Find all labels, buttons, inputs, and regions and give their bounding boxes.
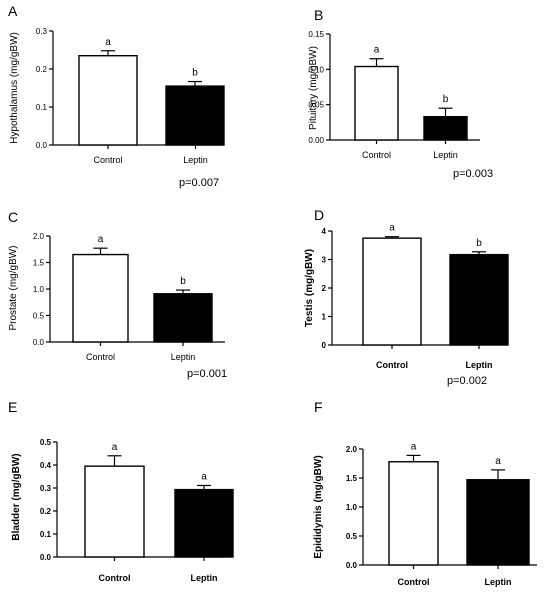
y-tick-label: 2.0: [346, 445, 358, 454]
chart-panel-f: F 0.0 0.5 1.0 1.5 2.0 Epididymis (mg/gBW) a Cont…: [313, 399, 537, 587]
x-tick-label: Leptin: [171, 352, 196, 362]
panel-letter: E: [8, 399, 17, 415]
y-tick-label: 0.1: [40, 530, 52, 539]
y-tick-label: 0.2: [36, 65, 48, 74]
bar-leptin: [423, 115, 468, 141]
chart-panel-c: C 0.0 0.5 1.0 1.5 2.0 Prostate (mg/gBW) a Contro…: [8, 209, 227, 380]
y-tick-label: 0.0: [346, 561, 358, 570]
significance-label: a: [98, 234, 104, 245]
y-axis-label: Prostate (mg/gBW): [8, 245, 19, 330]
significance-label: b: [192, 68, 198, 79]
x-tick-label: Control: [86, 352, 115, 362]
y-tick-label: 0.5: [33, 312, 45, 321]
x-tick-label: Control: [398, 577, 430, 587]
significance-label: a: [105, 37, 111, 48]
x-tick-label: Control: [376, 360, 408, 370]
x-tick-label: Leptin: [183, 155, 208, 165]
panel-letter: C: [8, 209, 18, 225]
bar-leptin: [165, 85, 225, 146]
y-tick-label: 2.0: [33, 232, 45, 241]
y-tick-label: 1.5: [33, 259, 45, 268]
x-tick-label: Control: [93, 155, 122, 165]
y-tick-label: 0.05: [308, 101, 324, 110]
x-tick-label: Leptin: [191, 573, 218, 583]
significance-label: a: [112, 442, 118, 453]
significance-label: a: [495, 456, 501, 467]
p-value: p=0.002: [447, 375, 487, 387]
significance-label: a: [374, 45, 380, 56]
x-tick-label: Leptin: [485, 577, 512, 587]
significance-label: b: [443, 94, 449, 105]
y-tick-label: 0.5: [40, 438, 52, 447]
y-tick-label: 0.0: [33, 338, 45, 347]
bar-control: [78, 55, 138, 146]
x-tick-label: Leptin: [466, 360, 493, 370]
bar-leptin: [153, 293, 213, 343]
y-tick-label: 0.10: [308, 65, 324, 74]
panel-letter: B: [314, 7, 323, 23]
y-tick-label: 2: [322, 284, 327, 293]
p-value: p=0.003: [453, 168, 493, 180]
bar-control: [354, 65, 399, 141]
significance-label: b: [180, 276, 186, 287]
y-tick-label: 0.3: [40, 484, 52, 493]
panel-letter: F: [314, 399, 323, 415]
bar-leptin: [174, 488, 234, 558]
y-tick-label: 0: [322, 341, 327, 350]
y-tick-label: 1.0: [33, 285, 45, 294]
p-value: p=0.001: [187, 368, 227, 380]
panel-letter: D: [314, 207, 324, 223]
bar-control: [362, 237, 422, 346]
y-tick-label: 4: [322, 227, 327, 236]
y-tick-label: 1: [322, 313, 327, 322]
bar-control: [84, 465, 145, 558]
bar-leptin: [449, 253, 509, 346]
y-axis-label: Pituitary (mg/gBW): [308, 46, 319, 130]
y-tick-label: 0.00: [308, 136, 324, 145]
bar-leptin: [466, 479, 530, 566]
p-value: p=0.007: [179, 177, 219, 189]
significance-label: a: [201, 471, 207, 482]
y-tick-label: 0.4: [40, 461, 52, 470]
chart-panel-b: B 0.00 0.05 0.10 0.15 Pituitary (mg/gBW) a Cont…: [308, 7, 493, 180]
y-axis-label: Testis (mg/gBW): [304, 249, 315, 327]
chart-panel-d: D 0 1 2 3 4 Testis (mg/gBW) a Control b Leptin p=0.…: [304, 207, 509, 387]
chart-panel-e: E 0.0 0.1 0.2 0.3 0.4 0.5 Bladder (mg/gBW) a Cont…: [8, 399, 234, 583]
chart-panel-a: A 0.0 0.1 0.2 0.3 Hypothalamus (mg/gBW) a Contr…: [8, 3, 225, 189]
y-tick-label: 0.5: [346, 532, 358, 541]
y-tick-label: 0.2: [40, 507, 52, 516]
y-tick-label: 0.3: [36, 27, 48, 36]
significance-label: a: [389, 223, 395, 234]
panel-letter: A: [8, 3, 18, 19]
x-tick-label: Control: [99, 573, 131, 583]
bar-control: [72, 253, 129, 343]
significance-label: a: [411, 441, 417, 452]
y-tick-label: 0.1: [36, 103, 48, 112]
y-axis-label: Bladder (mg/gBW): [11, 453, 22, 540]
y-tick-label: 3: [322, 256, 327, 265]
x-tick-label: Control: [362, 150, 391, 160]
y-tick-label: 1.0: [346, 503, 358, 512]
y-axis-label: Hypothalamus (mg/gBW): [9, 32, 20, 144]
y-tick-label: 0.0: [40, 553, 52, 562]
y-tick-label: 0.15: [308, 30, 324, 39]
bar-control: [388, 461, 439, 566]
significance-label: b: [476, 238, 482, 249]
y-tick-label: 1.5: [346, 474, 358, 483]
x-tick-label: Leptin: [433, 150, 458, 160]
y-tick-label: 0.0: [36, 141, 48, 150]
y-axis-label: Epididymis (mg/gBW): [313, 455, 324, 558]
